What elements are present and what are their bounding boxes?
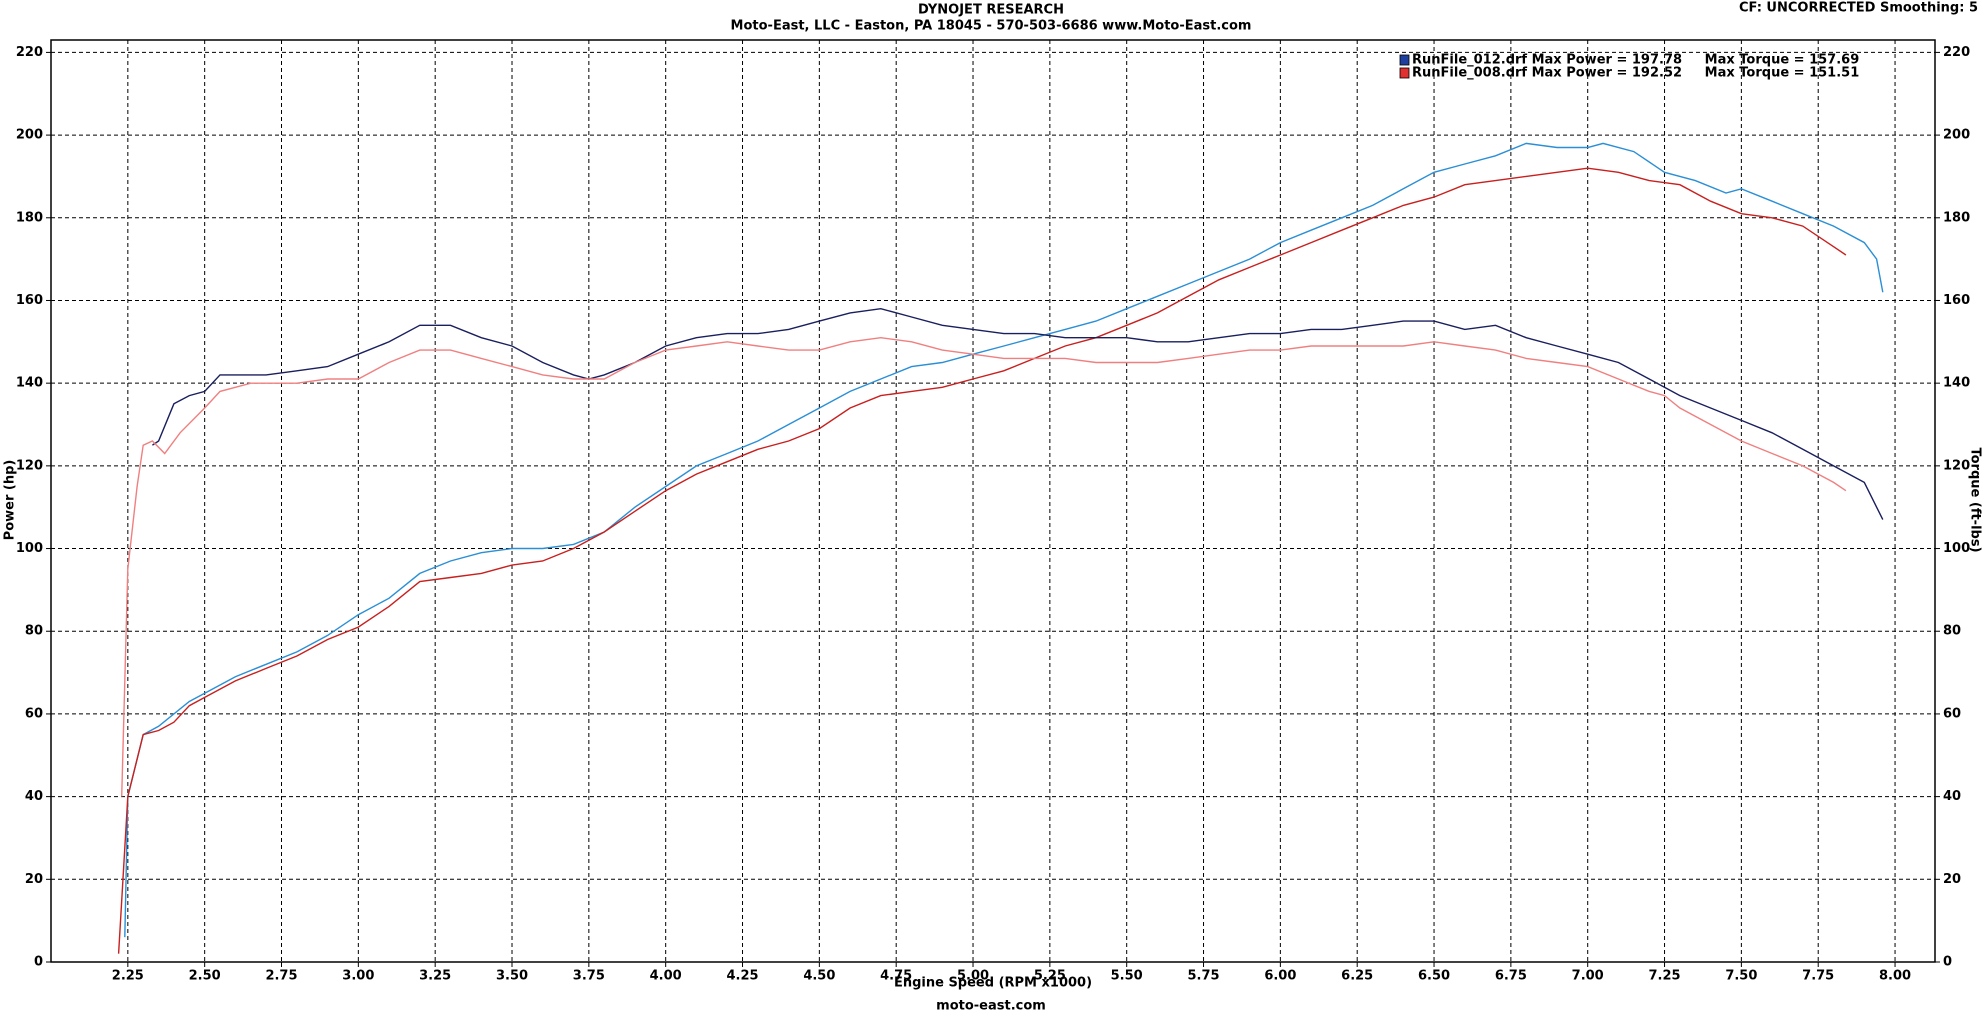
corner-note: CF: UNCORRECTED Smoothing: 5 — [1739, 1, 1978, 16]
x-tick-label: 6.25 — [1341, 969, 1373, 984]
x-tick-label: 4.75 — [880, 969, 912, 984]
x-tick-label: 2.50 — [189, 969, 221, 984]
legend-label: RunFile_008.drf Max Power = 192.52 Max T… — [1412, 66, 1859, 81]
y2-tick-label: 160 — [1943, 293, 1970, 308]
series-line — [117, 167, 1847, 954]
plot-frame — [50, 39, 1936, 963]
x-tick-label: 5.50 — [1111, 969, 1143, 984]
x-tick-label: 6.00 — [1264, 969, 1296, 984]
x-tick-label: 5.75 — [1187, 969, 1219, 984]
y-tick-label: 140 — [16, 376, 43, 391]
y-tick-label: 220 — [16, 45, 43, 60]
y2-tick-label: 80 — [1943, 624, 1961, 639]
y2-tick-label: 0 — [1943, 955, 1952, 970]
legend-label: RunFile_012.drf Max Power = 197.78 Max T… — [1412, 53, 1859, 68]
x-tick-label: 3.00 — [342, 969, 374, 984]
y2-tick-label: 220 — [1943, 45, 1970, 60]
series-line — [152, 307, 1884, 520]
y-tick-label: 60 — [25, 706, 43, 721]
x-tick-label: 7.25 — [1649, 969, 1681, 984]
y-tick-label: 180 — [16, 210, 43, 225]
x-tick-label: 6.75 — [1495, 969, 1527, 984]
y2-tick-label: 180 — [1943, 210, 1970, 225]
series-line — [121, 336, 1847, 797]
legend-swatch — [1399, 54, 1410, 66]
x-tick-label: 4.50 — [803, 969, 835, 984]
x-tick-label: 7.00 — [1572, 969, 1604, 984]
x-tick-label: 5.00 — [957, 969, 989, 984]
x-tick-label: 3.75 — [573, 969, 605, 984]
x-tick-label: 6.50 — [1418, 969, 1450, 984]
y-axis-label: Power (hp) — [3, 460, 18, 541]
x-tick-label: 8.00 — [1879, 969, 1911, 984]
footer: moto-east.com — [936, 999, 1046, 1014]
x-tick-label: 3.50 — [496, 969, 528, 984]
x-tick-label: 5.25 — [1034, 969, 1066, 984]
y-tick-label: 20 — [25, 872, 43, 887]
y-tick-label: 120 — [16, 458, 43, 473]
x-tick-label: 3.25 — [419, 969, 451, 984]
y2-tick-label: 100 — [1943, 541, 1970, 556]
y2-tick-label: 40 — [1943, 789, 1961, 804]
y-tick-label: 80 — [25, 624, 43, 639]
x-tick-label: 7.75 — [1802, 969, 1834, 984]
y-tick-label: 100 — [16, 541, 43, 556]
x-tick-label: 2.25 — [112, 969, 144, 984]
chart-title: DYNOJET RESEARCH — [918, 3, 1064, 18]
y-tick-label: 40 — [25, 789, 43, 804]
y-tick-label: 160 — [16, 293, 43, 308]
series-line — [124, 142, 1884, 938]
y-tick-label: 200 — [16, 128, 43, 143]
y2-tick-label: 200 — [1943, 128, 1970, 143]
x-tick-label: 4.00 — [650, 969, 682, 984]
y2-tick-label: 120 — [1943, 458, 1970, 473]
chart-subtitle: Moto-East, LLC - Easton, PA 18045 - 570-… — [731, 19, 1252, 34]
y2-axis-label: Torque (ft-lbs) — [1968, 447, 1983, 552]
x-tick-label: 7.50 — [1725, 969, 1757, 984]
y2-tick-label: 20 — [1943, 872, 1961, 887]
legend-swatch — [1399, 67, 1410, 79]
y2-tick-label: 60 — [1943, 706, 1961, 721]
x-tick-label: 4.25 — [726, 969, 758, 984]
y2-tick-label: 140 — [1943, 376, 1970, 391]
x-axis-label: Engine Speed (RPM x1000) — [894, 976, 1092, 991]
y-tick-label: 0 — [34, 955, 43, 970]
x-tick-label: 2.75 — [265, 969, 297, 984]
